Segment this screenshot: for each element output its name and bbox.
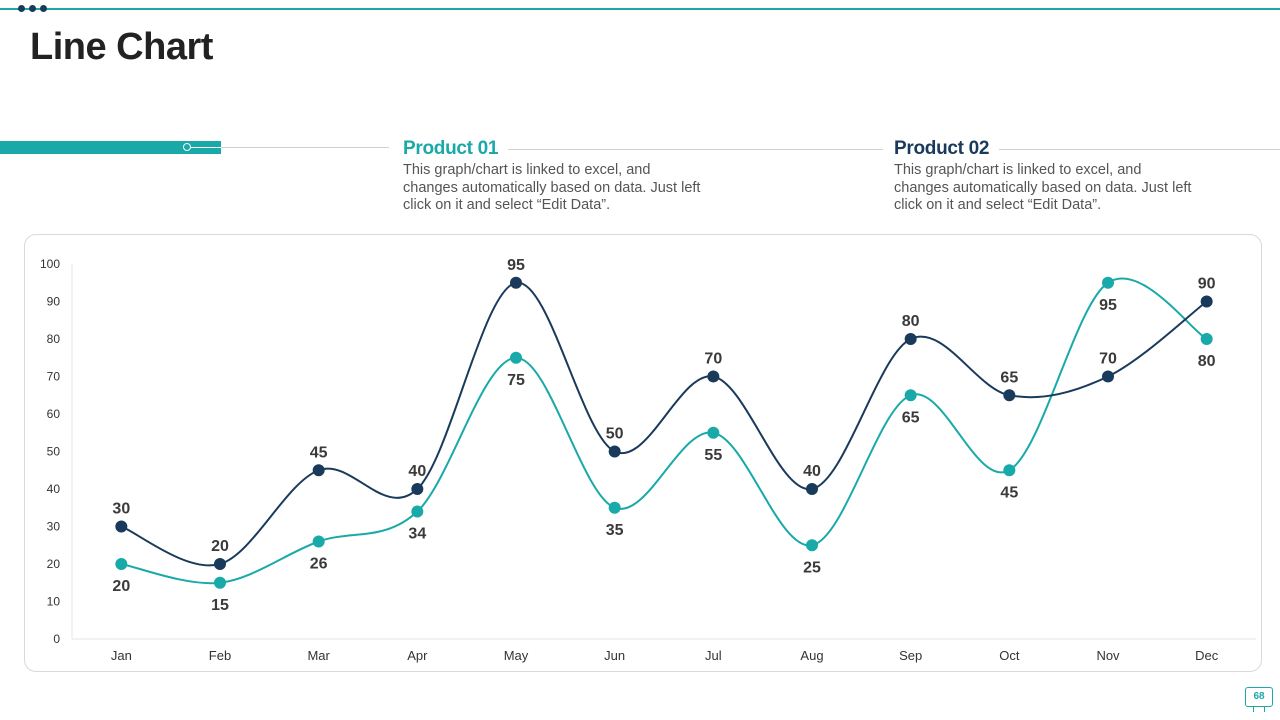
- data-point-product-01: [1102, 276, 1114, 289]
- data-label-product-02: 50: [606, 426, 624, 443]
- data-label-product-02: 40: [803, 463, 821, 480]
- page-number-badge: 68: [1245, 687, 1273, 707]
- data-point-product-02: [707, 370, 720, 383]
- y-tick-label: 70: [47, 370, 61, 384]
- data-point-product-01: [214, 576, 226, 589]
- data-label-product-01: 65: [902, 409, 920, 426]
- data-label-product-02: 90: [1198, 276, 1216, 293]
- x-tick-label: Nov: [1096, 648, 1120, 663]
- data-point-product-02: [608, 445, 621, 458]
- x-tick-label: Sep: [899, 648, 922, 663]
- x-tick-label: Jul: [705, 648, 722, 663]
- data-label-product-02: 45: [310, 444, 328, 461]
- y-tick-label: 30: [47, 520, 61, 534]
- data-point-product-02: [904, 333, 917, 345]
- legend-description-product-02: This graph/chart is linked to excel, and…: [894, 162, 1192, 213]
- top-rule: [0, 8, 1280, 10]
- data-point-product-01: [1003, 464, 1016, 477]
- x-tick-label: Apr: [407, 648, 428, 663]
- y-tick-label: 80: [47, 332, 61, 346]
- y-tick-label: 0: [53, 632, 60, 646]
- data-label-product-01: 35: [606, 522, 624, 539]
- x-tick-label: Jan: [111, 648, 132, 663]
- data-label-product-01: 75: [507, 372, 525, 389]
- data-label-product-01: 55: [704, 447, 722, 464]
- page-title: Line Chart: [30, 26, 213, 68]
- data-label-product-01: 95: [1099, 297, 1117, 314]
- legend-rule: [999, 148, 1280, 150]
- data-label-product-02: 30: [112, 501, 130, 518]
- data-point-product-02: [806, 483, 818, 495]
- x-tick-label: Aug: [800, 648, 823, 663]
- data-label-product-01: 34: [408, 526, 426, 543]
- legend-title-product-02: Product 02: [894, 138, 990, 159]
- data-point-product-01: [312, 535, 325, 548]
- data-point-product-01: [608, 501, 621, 514]
- data-label-product-02: 65: [1000, 369, 1018, 386]
- data-point-product-02: [214, 558, 226, 570]
- series-line-product-01: [121, 277, 1208, 585]
- y-tick-label: 90: [47, 295, 61, 309]
- x-tick-label: Oct: [999, 648, 1020, 663]
- data-label-product-02: 20: [211, 538, 229, 555]
- data-point-product-01: [904, 389, 917, 402]
- data-point-product-01: [707, 426, 720, 439]
- top-dots-decoration: [18, 5, 47, 12]
- data-point-product-02: [510, 276, 522, 289]
- data-point-product-02: [1102, 370, 1114, 383]
- data-label-product-01: 80: [1198, 353, 1216, 370]
- y-tick-label: 40: [47, 482, 61, 496]
- accent-circle: [183, 143, 191, 151]
- data-label-product-02: 80: [902, 313, 920, 330]
- y-tick-label: 50: [47, 445, 61, 459]
- page-badge-stand: [1253, 707, 1265, 712]
- chart-frame[interactable]: 0 10 20 30 40 50 60 70 80 90 100 Jan Feb Mar Apr May Jun…: [24, 234, 1262, 672]
- x-tick-label: Feb: [209, 648, 231, 663]
- legend-rule: [508, 148, 883, 150]
- y-tick-label: 10: [47, 595, 61, 609]
- x-tick-label: Dec: [1195, 648, 1219, 663]
- data-label-product-01: 45: [1000, 484, 1018, 501]
- data-point-product-02: [1003, 389, 1016, 402]
- accent-line-highlight: [185, 147, 221, 148]
- y-tick-label: 20: [47, 557, 61, 571]
- data-point-product-01: [115, 558, 128, 570]
- x-tick-label: Mar: [307, 648, 330, 663]
- x-tick-label: May: [504, 648, 529, 663]
- data-label-product-01: 15: [211, 597, 229, 614]
- legend-description-product-01: This graph/chart is linked to excel, and…: [403, 162, 701, 213]
- series-line-product-02: [120, 281, 1208, 567]
- legend-product-02: Product 02 This graph/chart is linked to…: [894, 138, 1280, 215]
- y-tick-label: 100: [40, 257, 60, 271]
- data-label-product-02: 70: [1099, 351, 1117, 368]
- x-tick-label: Jun: [604, 648, 625, 663]
- data-label-product-02: 95: [507, 257, 525, 274]
- data-label-product-02: 70: [704, 351, 722, 368]
- data-point-product-02: [1200, 295, 1213, 308]
- data-label-product-01: 26: [310, 556, 328, 573]
- data-point-product-01: [510, 351, 522, 364]
- data-point-product-02: [115, 520, 128, 533]
- data-point-product-01: [806, 539, 818, 552]
- data-label-product-01: 25: [803, 559, 821, 576]
- data-label-product-01: 20: [112, 578, 130, 595]
- data-point-product-02: [411, 483, 424, 495]
- accent-bar: [0, 141, 221, 154]
- legend-product-01: Product 01 This graph/chart is linked to…: [403, 138, 883, 215]
- data-point-product-01: [1200, 333, 1213, 345]
- line-chart[interactable]: 0 10 20 30 40 50 60 70 80 90 100 Jan Feb Mar Apr May Jun…: [25, 235, 1261, 671]
- y-tick-label: 60: [47, 407, 61, 421]
- data-label-product-02: 40: [408, 463, 426, 480]
- accent-line: [221, 147, 389, 148]
- data-point-product-01: [411, 505, 424, 518]
- data-point-product-02: [312, 464, 325, 477]
- legend-title-product-01: Product 01: [403, 138, 499, 159]
